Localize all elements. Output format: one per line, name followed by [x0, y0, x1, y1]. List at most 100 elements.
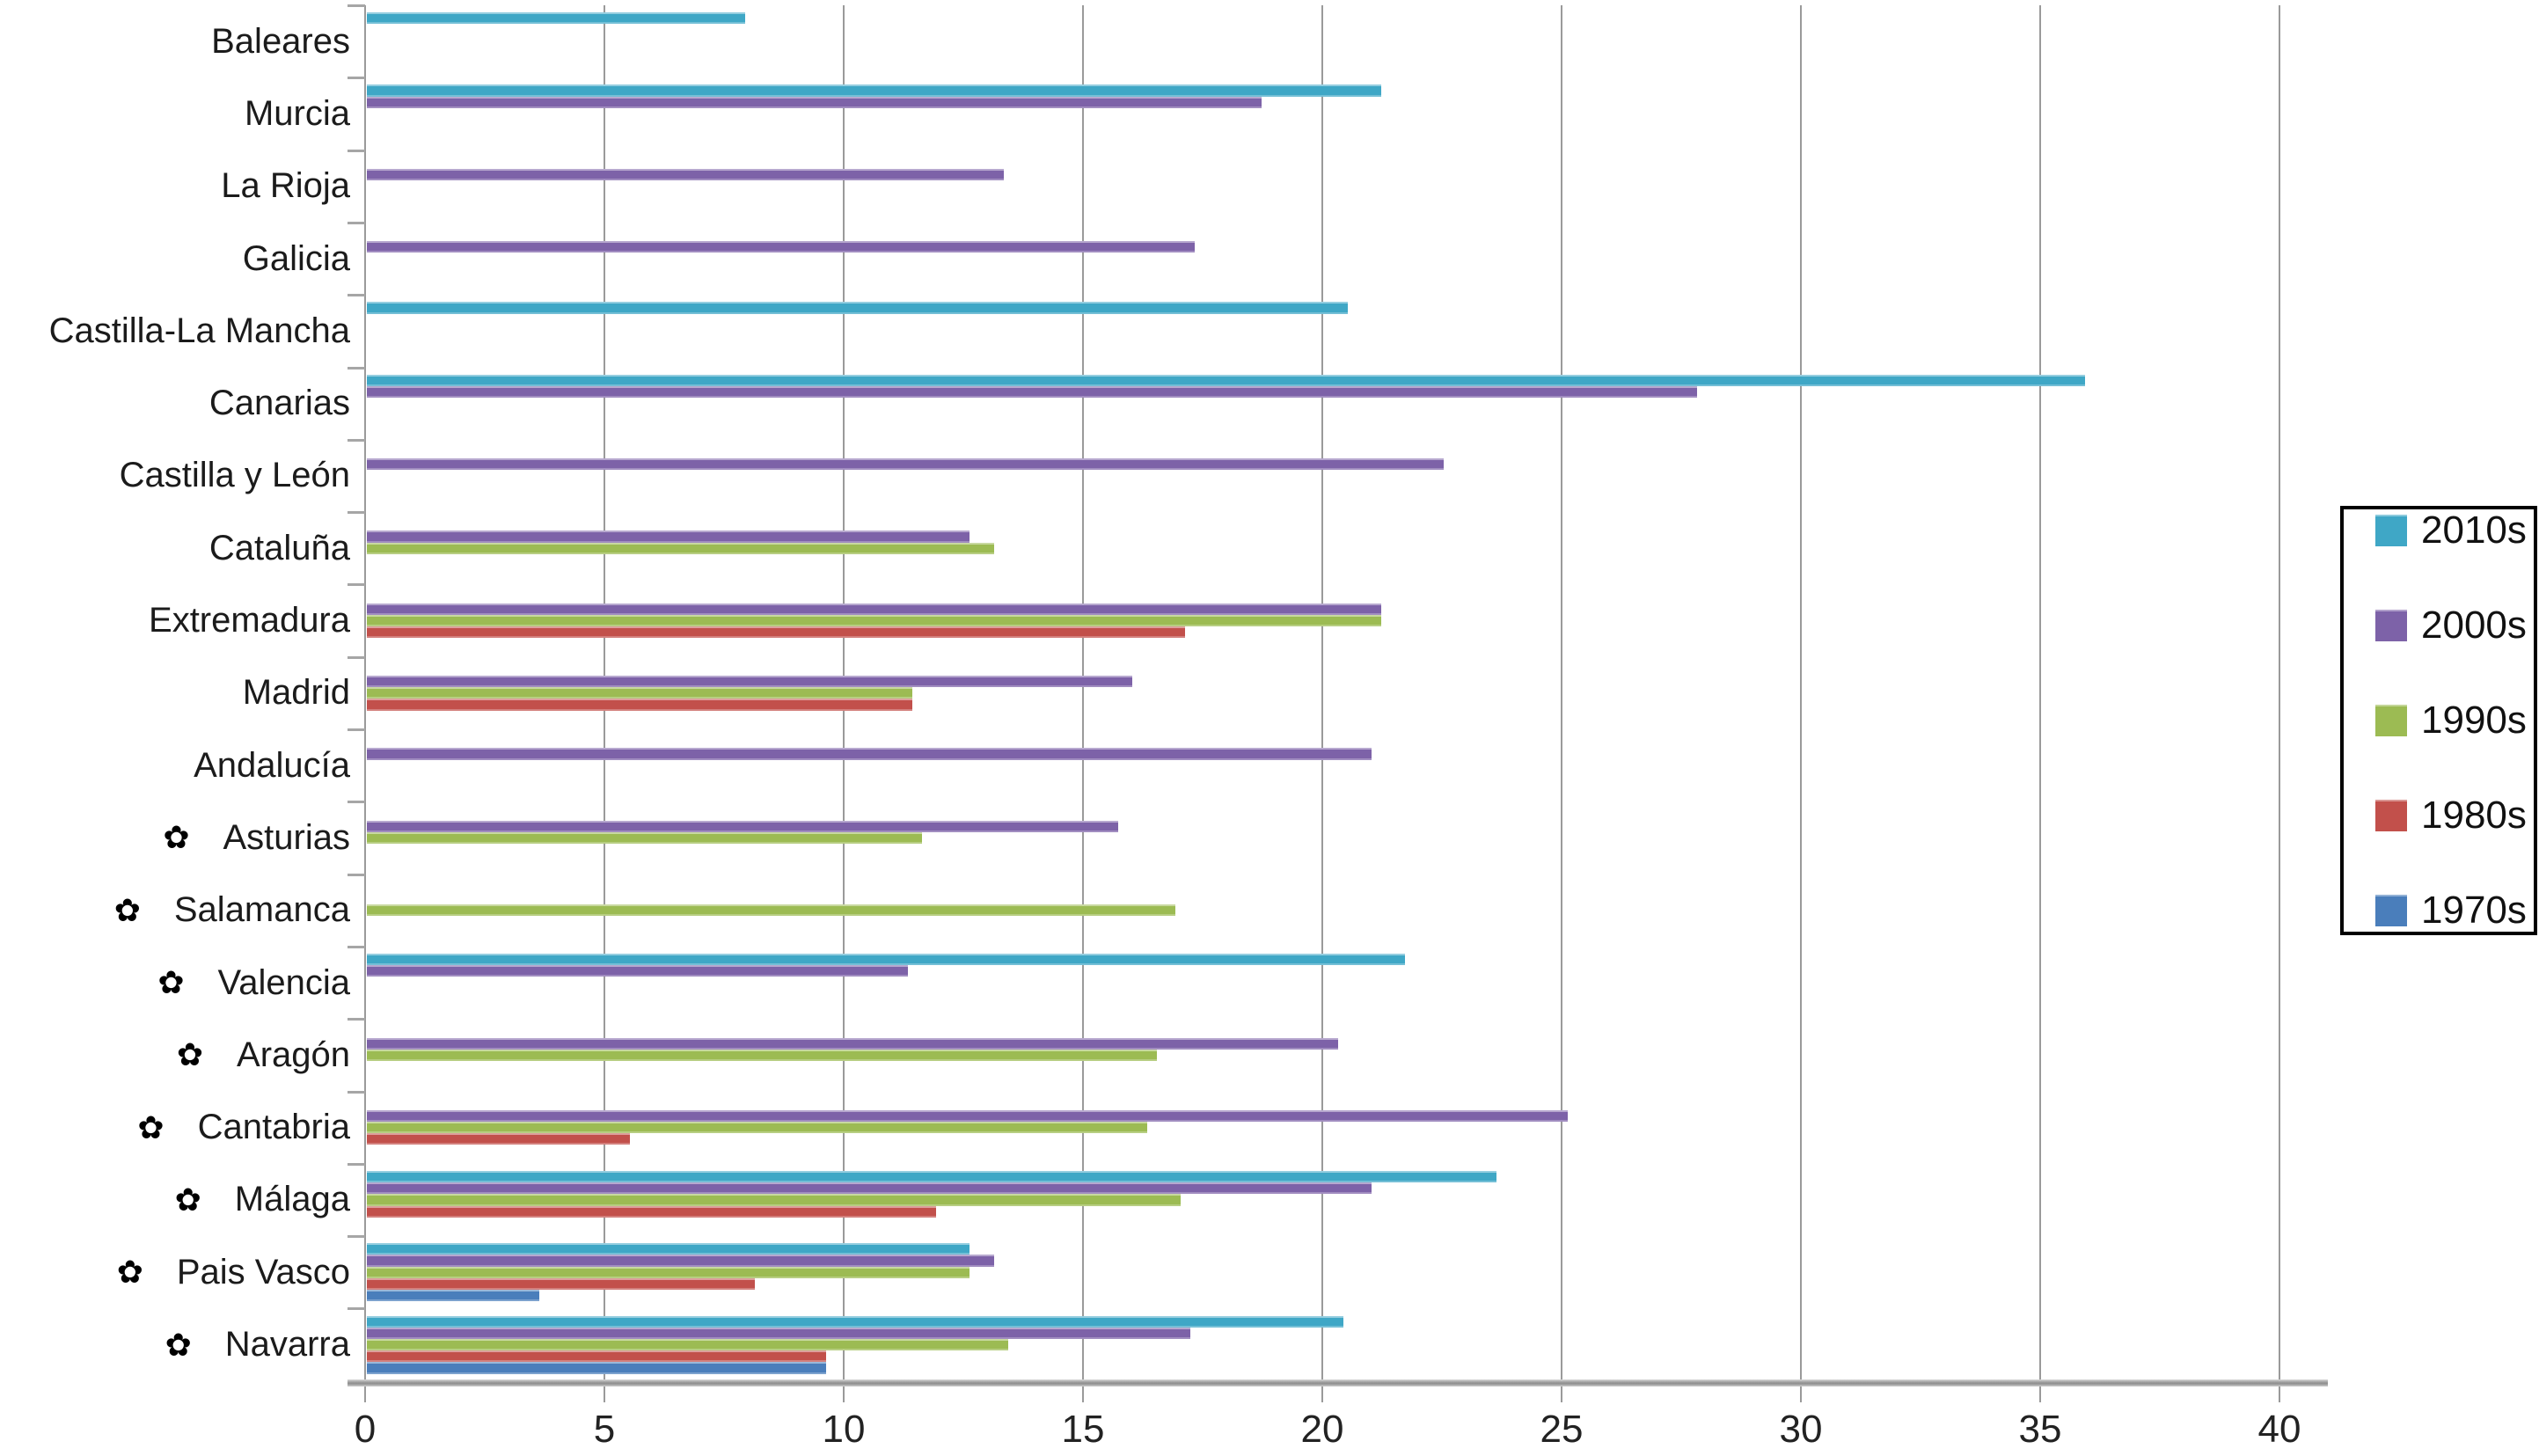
bar-1980s-Málaga	[367, 1205, 937, 1218]
x-tick-35	[2039, 1386, 2041, 1402]
category-label-Navarra: ✿ Navarra	[0, 1308, 350, 1380]
bar-2000s-Andalucía	[367, 748, 1372, 760]
bar-1990s-Madrid	[367, 687, 913, 699]
bar-2000s-Pais Vasco	[367, 1255, 994, 1267]
gridline-x-25	[1561, 5, 1562, 1381]
bar-1990s-Salamanca	[367, 904, 1176, 917]
category-label-Aragón: ✿ Aragón	[0, 1019, 350, 1091]
gridline-x-40	[2279, 5, 2280, 1381]
legend-label: 2010s	[2421, 509, 2527, 552]
bar-1980s-Extremadura	[367, 626, 1186, 639]
category-label-text: La Rioja	[221, 166, 350, 206]
x-tick-label-0: 0	[354, 1408, 377, 1451]
x-tick-label-40: 40	[2257, 1408, 2301, 1451]
category-label-text: Galicia	[242, 238, 350, 278]
legend: 2010s 2000s 1990s 1980s 1970s	[2340, 506, 2537, 935]
bar-2010s-Valencia	[367, 954, 1406, 966]
category-label-Baleares: Baleares	[0, 5, 350, 77]
y-tick-8	[348, 583, 365, 587]
legend-swatch-icon	[2375, 895, 2407, 926]
florette-marker-icon: ✿	[165, 1326, 192, 1363]
bar-2010s-Canarias	[367, 374, 2085, 386]
legend-item-2000s: 2000s	[2375, 604, 2534, 648]
bar-2010s-Navarra	[367, 1315, 1343, 1328]
category-label-Andalucía: Andalucía	[0, 729, 350, 801]
category-label-Extremadura: Extremadura	[0, 584, 350, 656]
category-label-Galicia: Galicia	[0, 223, 350, 295]
y-tick-17	[348, 1235, 365, 1239]
legend-label: 1970s	[2421, 889, 2527, 932]
x-tick-25	[1561, 1386, 1562, 1402]
y-tick-3	[348, 221, 365, 224]
x-tick-label-25: 25	[1540, 1408, 1584, 1451]
x-tick-40	[2279, 1386, 2280, 1402]
x-tick-15	[1082, 1386, 1084, 1402]
bar-2000s-Valencia	[367, 965, 908, 977]
florette-marker-icon: ✿	[174, 1181, 201, 1218]
x-tick-5	[604, 1386, 605, 1402]
gridline-x-35	[2039, 5, 2041, 1381]
bar-2000s-Cantabria	[367, 1109, 1569, 1123]
legend-item-1980s: 1980s	[2375, 794, 2534, 838]
x-tick-label-20: 20	[1300, 1408, 1344, 1451]
bar-2000s-Aragón	[367, 1037, 1339, 1050]
category-label-Cantabria: ✿ Cantabria	[0, 1092, 350, 1164]
category-label-text: Extremadura	[149, 601, 350, 640]
bar-1990s-Málaga	[367, 1194, 1181, 1206]
bar-1970s-Pais Vasco	[367, 1290, 539, 1302]
y-tick-14	[348, 1018, 365, 1021]
y-tick-11	[348, 801, 365, 804]
category-label-La Rioja: La Rioja	[0, 150, 350, 223]
bar-2000s-Madrid	[367, 676, 1133, 688]
florette-marker-icon: ✿	[137, 1108, 165, 1145]
bar-1990s-Asturias	[367, 831, 923, 845]
bar-2010s-Castilla-La Mancha	[367, 302, 1349, 314]
y-tick-5	[348, 366, 365, 369]
bar-1970s-Navarra	[367, 1362, 827, 1374]
legend-label: 2000s	[2421, 604, 2527, 647]
x-tick-10	[843, 1386, 845, 1402]
y-tick-18	[348, 1307, 365, 1311]
bar-1990s-Extremadura	[367, 614, 1382, 627]
legend-item-1970s: 1970s	[2375, 889, 2534, 933]
category-label-Asturias: ✿ Asturias	[0, 801, 350, 874]
bar-2000s-Asturias	[367, 820, 1119, 832]
legend-item-1990s: 1990s	[2375, 699, 2534, 743]
gridline-x-20	[1321, 5, 1323, 1381]
x-tick-label-5: 5	[593, 1408, 616, 1451]
category-label-text: Baleares	[211, 21, 350, 61]
bar-2000s-Canarias	[367, 385, 1698, 399]
category-label-Cataluña: Cataluña	[0, 512, 350, 584]
gridline-x-15	[1082, 5, 1084, 1381]
category-label-text: Castilla y León	[119, 456, 350, 495]
category-label-Murcia: Murcia	[0, 77, 350, 150]
category-label-text: Aragón	[237, 1035, 350, 1074]
bar-1980s-Navarra	[367, 1350, 827, 1363]
legend-swatch-icon	[2375, 515, 2407, 546]
y-tick-9	[348, 655, 365, 659]
bar-2000s-Málaga	[367, 1182, 1372, 1195]
y-tick-10	[348, 728, 365, 731]
bar-1980s-Pais Vasco	[367, 1277, 755, 1291]
category-label-Canarias: Canarias	[0, 368, 350, 440]
x-axis-line	[348, 1379, 2328, 1386]
bar-1990s-Cataluña	[367, 542, 994, 554]
category-label-text: Salamanca	[173, 890, 350, 930]
y-tick-6	[348, 438, 365, 442]
bar-2010s-Murcia	[367, 84, 1382, 97]
bar-1990s-Cantabria	[367, 1122, 1147, 1134]
category-label-text: Asturias	[223, 817, 351, 857]
y-tick-0	[348, 4, 365, 7]
y-tick-7	[348, 511, 365, 515]
gridline-x-30	[1800, 5, 1802, 1381]
bar-2000s-Murcia	[367, 96, 1262, 108]
gridline-x-0	[364, 5, 366, 1381]
y-tick-4	[348, 294, 365, 297]
category-label-Salamanca: ✿ Salamanca	[0, 874, 350, 947]
y-tick-2	[348, 149, 365, 152]
bar-1990s-Navarra	[367, 1338, 1008, 1351]
y-tick-15	[348, 1090, 365, 1094]
category-label-text: Madrid	[242, 673, 350, 713]
y-tick-13	[348, 945, 365, 948]
